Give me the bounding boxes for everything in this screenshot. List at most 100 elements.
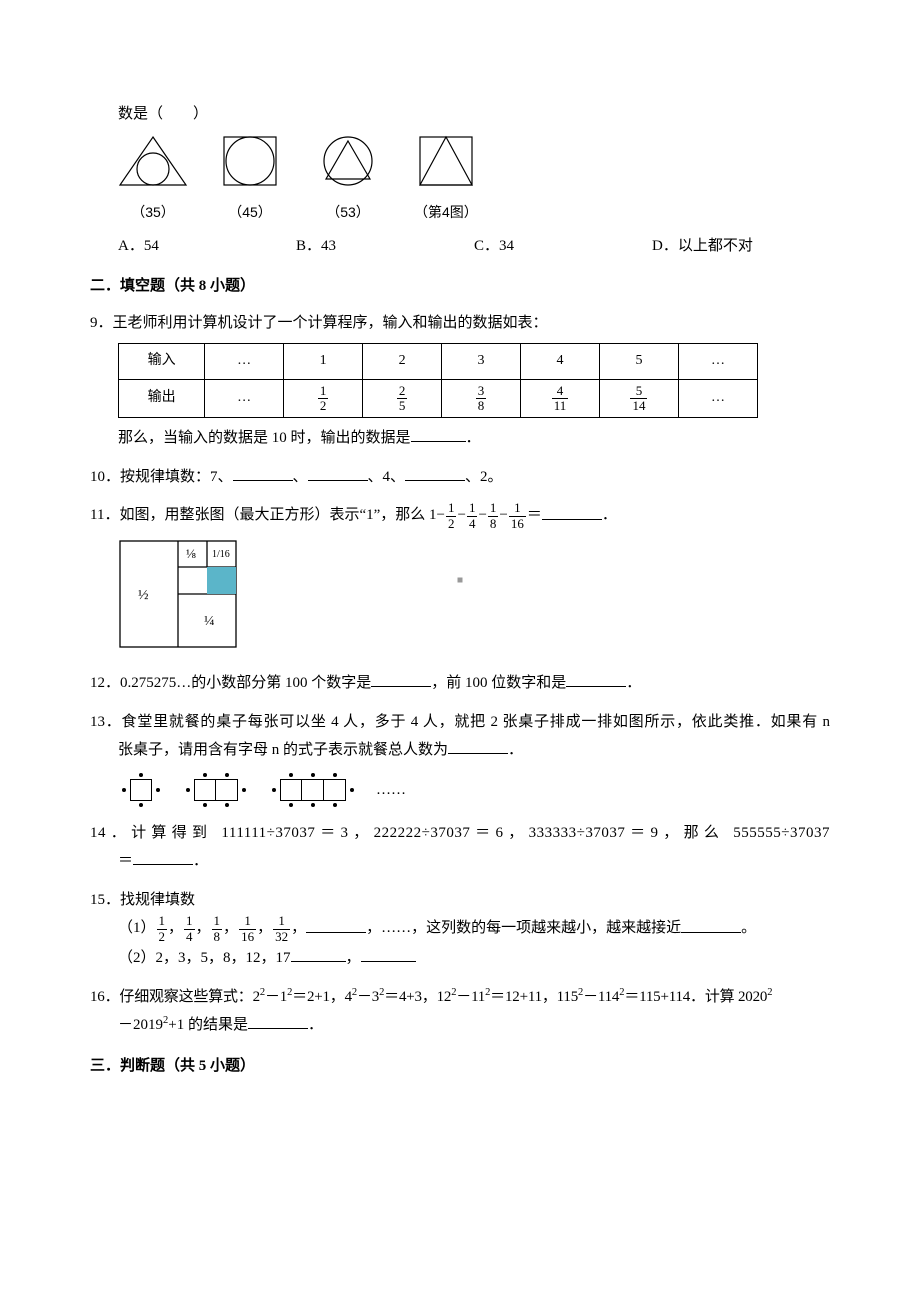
q12-pre: 12．0.275275…的小数部分第 100 个数字是 <box>90 675 371 691</box>
q9-text: 9．王老师利用计算机设计了一个计算程序，输入和输出的数据如表： <box>90 309 830 338</box>
q13-blank[interactable] <box>448 738 508 755</box>
svg-text:⅛: ⅛ <box>186 546 196 561</box>
q9-f2d: 8 <box>476 399 487 413</box>
q11-f1n: 1 <box>467 501 478 516</box>
q15-p2: （2）2，3，5，8，12，17 ， <box>90 944 830 973</box>
q9-r2-f2: 38 <box>442 379 521 418</box>
q15f3d: 16 <box>239 930 256 944</box>
q14-blank[interactable] <box>133 849 193 866</box>
svg-text:1/16: 1/16 <box>212 549 230 560</box>
q15-title: 15．找规律填数 <box>90 886 830 915</box>
q16-l2pre: －2019 <box>118 1017 163 1033</box>
q10-b3[interactable] <box>405 464 465 481</box>
q8-fig4: （第4图） <box>414 135 478 226</box>
q11-eq: ＝ <box>527 508 542 524</box>
q8-fig1-label: （35） <box>118 199 188 226</box>
q15-b3[interactable] <box>291 946 346 963</box>
q8-fig4-svg <box>418 135 474 187</box>
q14-l2-pre: ＝ <box>118 853 133 869</box>
q10-b2[interactable] <box>308 464 368 481</box>
q16-pre: 16．仔细观察这些算式：2 <box>90 989 260 1005</box>
q9-blank[interactable] <box>411 426 466 443</box>
q9-h1: … <box>205 344 284 380</box>
q9-r2-label: 输出 <box>119 379 205 418</box>
q14-l1: 14．计算得到 111111÷37037＝3，222222÷37037＝6，33… <box>90 819 830 848</box>
q9-table: 输入 … 1 2 3 4 5 … 输出 … 12 25 38 411 514 … <box>118 343 758 418</box>
q12-b2[interactable] <box>566 671 626 688</box>
section-2-title: 二．填空题（共 8 小题） <box>90 272 830 301</box>
q16h: ＝115+114．计算 2020 <box>624 989 767 1005</box>
q16-l2mid: +1 的结果是 <box>168 1017 248 1033</box>
q8-opt-a[interactable]: A．54 <box>118 232 296 261</box>
q8-figures: （35） （45） （53） <box>90 135 830 226</box>
q8-options: A．54 B．43 C．34 D．以上都不对 <box>90 232 830 261</box>
q9-f4d: 14 <box>630 399 647 413</box>
q9-f1n: 2 <box>397 384 408 399</box>
q9-tail-pre: 那么，当输入的数据是 10 时，输出的数据是 <box>118 430 411 446</box>
q8-opt-b[interactable]: B．43 <box>296 232 474 261</box>
q11-f1d: 4 <box>467 517 478 531</box>
q10-b1[interactable] <box>233 464 293 481</box>
q15: 15．找规律填数 （1）12，14，18，116，132，，……，这列数的每一项… <box>90 886 830 973</box>
q11-f0n: 1 <box>446 501 457 516</box>
q16g: －114 <box>583 989 619 1005</box>
q13-desk2 <box>182 771 250 809</box>
q15-b1[interactable] <box>306 916 366 933</box>
q8-opt-c[interactable]: C．34 <box>474 232 652 261</box>
q11-blank[interactable] <box>542 503 602 520</box>
q16-post: ． <box>308 1017 323 1033</box>
q9-f0n: 1 <box>318 384 329 399</box>
q13-l2-pre: 张桌子，请用含有字母 n 的式子表示就餐总人数为 <box>118 742 448 758</box>
q13-desk1 <box>118 771 164 809</box>
q10-m2: 、4、 <box>368 469 406 485</box>
q16e: －11 <box>456 989 485 1005</box>
q9-f4n: 5 <box>630 384 647 399</box>
q15f1d: 4 <box>184 930 195 944</box>
q12-b1[interactable] <box>371 671 431 688</box>
q16-l2: －20192+1 的结果是． <box>90 1011 830 1040</box>
q13-post: ． <box>508 742 523 758</box>
q14-l2: ＝． <box>90 847 830 876</box>
q16-l1: 16．仔细观察这些算式：22－12＝2+1，42－32＝4+3，122－112＝… <box>90 983 830 1012</box>
q12-post: ． <box>626 675 641 691</box>
q15-p2-pre: （2）2，3，5，8，12，17 <box>118 950 291 966</box>
q15-p1: （1）12，14，18，116，132，，……，这列数的每一项越来越小，越来越接… <box>90 914 830 944</box>
q10: 10．按规律填数：7、、、4、、2。 <box>90 463 830 492</box>
q8-fig1-svg <box>118 135 188 187</box>
q11-post: ． <box>602 508 617 524</box>
q16b: ＝2+1，4 <box>292 989 352 1005</box>
q15f0d: 2 <box>157 930 168 944</box>
q9-h4: 3 <box>442 344 521 380</box>
q15f4d: 32 <box>273 930 290 944</box>
q11-f2n: 1 <box>488 501 499 516</box>
q14-post: ． <box>193 853 208 869</box>
q15f3n: 1 <box>239 914 256 929</box>
q11-f3d: 16 <box>509 517 526 531</box>
svg-text:½: ½ <box>138 588 149 603</box>
q9-row2: 输出 … 12 25 38 411 514 … <box>119 379 758 418</box>
q15-p1-pre: （1） <box>118 921 156 937</box>
q8-fig3-label: （53） <box>312 199 384 226</box>
q13-l2: 张桌子，请用含有字母 n 的式子表示就餐总人数为 ． <box>90 736 830 765</box>
q15-b2[interactable] <box>681 916 741 933</box>
q8-fig2: （45） <box>218 135 282 226</box>
q16c: －3 <box>357 989 379 1005</box>
q16f: ＝12+11，115 <box>490 989 578 1005</box>
q15f1n: 1 <box>184 914 195 929</box>
q9-r2-f1: 25 <box>363 379 442 418</box>
q11-diagram: ½ ¼ ⅛ 1/16 <box>118 539 830 660</box>
q15-p1-mid: ，……，这列数的每一项越来越小，越来越接近 <box>366 921 681 937</box>
q15f2d: 8 <box>212 930 223 944</box>
q16: 16．仔细观察这些算式：22－12＝2+1，42－32＝4+3，122－112＝… <box>90 983 830 1040</box>
q15-comma: ， <box>346 950 361 966</box>
q9-h3: 2 <box>363 344 442 380</box>
q11-f2d: 8 <box>488 517 499 531</box>
q8-opt-d[interactable]: D．以上都不对 <box>652 232 830 261</box>
q8-fig3: （53） <box>312 135 384 226</box>
q13: 13．食堂里就餐的桌子每张可以坐 4 人，多于 4 人，就把 2 张桌子排成一排… <box>90 708 830 809</box>
q14: 14．计算得到 111111÷37037＝3，222222÷37037＝6，33… <box>90 819 830 876</box>
q15-b4[interactable] <box>361 946 416 963</box>
q16-blank[interactable] <box>248 1013 308 1030</box>
q9-row1: 输入 … 1 2 3 4 5 … <box>119 344 758 380</box>
q11-f3n: 1 <box>509 501 526 516</box>
